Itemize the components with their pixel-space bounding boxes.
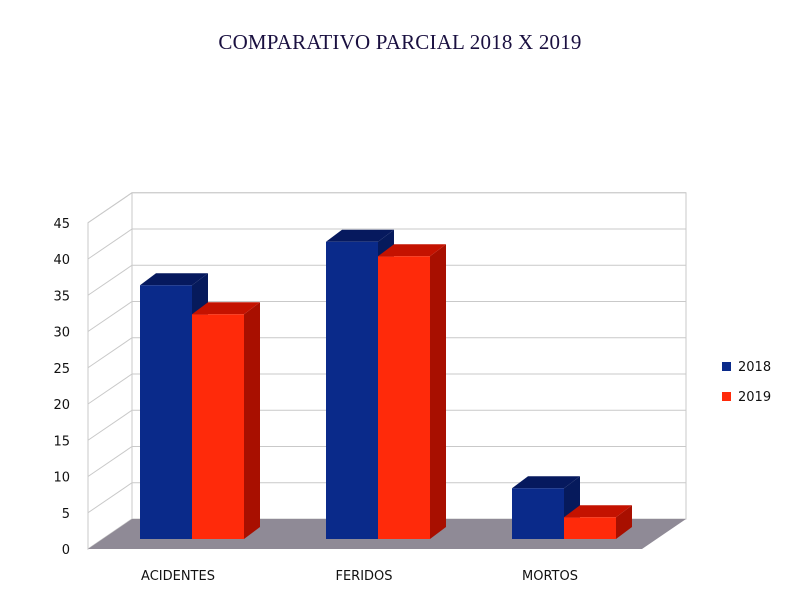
bar-front: [378, 256, 430, 539]
bars: [140, 229, 632, 539]
bar-top: [512, 476, 580, 489]
gridline: [87, 301, 686, 332]
legend-label: 2018: [738, 360, 771, 375]
y-tick-label: 0: [62, 543, 70, 558]
bar-side: [430, 244, 446, 539]
bar-front: [564, 517, 616, 539]
y-tick-label: 30: [53, 326, 70, 341]
legend-swatch: [722, 392, 731, 401]
bar-2019-feridos: [378, 244, 446, 539]
y-tick-label: 5: [62, 507, 70, 522]
bar-front: [192, 314, 244, 539]
gridline: [87, 264, 686, 296]
gridlines: [87, 192, 686, 550]
legend-label: 2019: [738, 390, 771, 405]
x-category-label: MORTOS: [522, 569, 578, 584]
y-tick-label: 20: [53, 398, 70, 413]
gridline: [87, 446, 686, 477]
legend: 2018 2019: [722, 360, 771, 405]
bar-front: [512, 488, 564, 539]
x-axis-categories: ACIDENTES FERIDOS MORTOS: [141, 569, 578, 584]
y-axis-ticks: 0 5 10 15 20 25 30 35 40 45: [53, 217, 70, 558]
gridline: [87, 228, 686, 260]
bar-side: [244, 302, 260, 539]
gridline: [87, 482, 686, 514]
y-tick-label: 15: [53, 434, 70, 449]
gridline: [87, 409, 686, 441]
bar-side: [616, 505, 632, 539]
bar-front: [326, 241, 378, 539]
gridline: [87, 373, 686, 405]
bar-front: [140, 285, 192, 539]
x-category-label: FERIDOS: [335, 569, 392, 584]
y-tick-label: 40: [53, 253, 70, 268]
bar-top: [192, 302, 260, 315]
y-tick-label: 45: [53, 217, 70, 232]
bar-top: [564, 505, 632, 518]
x-category-label: ACIDENTES: [141, 569, 215, 584]
legend-swatch: [722, 362, 731, 371]
chart-title: COMPARATIVO PARCIAL 2018 X 2019: [218, 30, 582, 54]
y-tick-label: 10: [53, 471, 70, 486]
bar-top: [326, 229, 394, 242]
bar-2019-mortos: [564, 505, 632, 539]
gridline: [87, 337, 686, 369]
bar-top: [378, 244, 446, 257]
gridline: [87, 192, 686, 224]
bar-2019-acidentes: [192, 302, 260, 539]
bar-top: [140, 273, 208, 286]
y-tick-label: 25: [53, 362, 70, 377]
y-tick-label: 35: [53, 289, 70, 304]
